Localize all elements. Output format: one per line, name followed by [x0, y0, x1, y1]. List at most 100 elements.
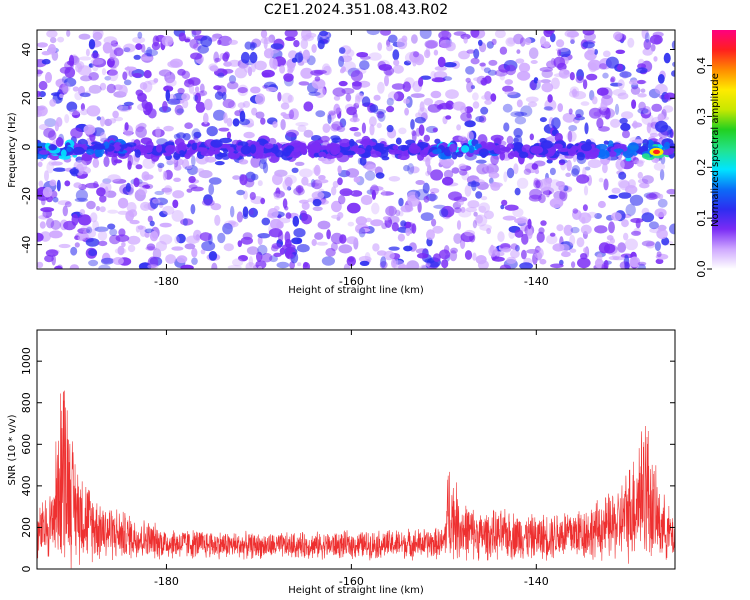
heatmap-cell — [191, 186, 204, 192]
heatmap-cell — [538, 227, 545, 235]
heatmap-cell — [218, 35, 233, 47]
heatmap-ridge-cell — [521, 144, 532, 154]
heatmap-cell — [303, 101, 314, 112]
heatmap-cell — [300, 38, 309, 50]
heatmap-cell — [556, 39, 565, 48]
heatmap-cell — [629, 194, 644, 206]
heatmap-cell — [174, 104, 184, 116]
heatmap-cell — [487, 69, 497, 76]
heatmap-cell — [566, 130, 577, 142]
heatmap-cell — [287, 186, 292, 191]
heatmap-cell — [530, 60, 538, 64]
heatmap-cell — [473, 77, 483, 82]
heatmap-cell — [177, 87, 185, 95]
heatmap-cell — [194, 92, 201, 104]
heatmap-ridge-cell — [409, 145, 421, 154]
heatmap-cell — [533, 77, 539, 84]
heatmap-cell — [619, 261, 631, 269]
heatmap-cell — [282, 179, 292, 191]
heatmap-cell — [349, 117, 360, 123]
heatmap-cell — [46, 30, 58, 38]
heatmap-cell — [539, 258, 547, 265]
heatmap-cell — [48, 230, 63, 239]
heatmap-cell — [330, 135, 341, 141]
heatmap-cell — [163, 125, 174, 132]
heatmap-cell — [364, 252, 371, 262]
heatmap-cell — [620, 123, 631, 132]
heatmap-cell — [529, 188, 542, 200]
heatmap-cell — [222, 68, 234, 74]
heatmap-cell — [132, 73, 142, 78]
heatmap-cell — [514, 229, 524, 238]
heatmap-cell — [188, 176, 196, 183]
heatmap-cell — [582, 79, 588, 90]
heatmap-cell — [279, 65, 286, 74]
heatmap-cell — [57, 200, 71, 206]
heatmap-cell — [557, 103, 563, 113]
heatmap-cell — [283, 73, 294, 82]
heatmap-cell — [101, 257, 114, 265]
heatmap-ridge-cell — [210, 139, 223, 148]
heatmap-cell — [159, 222, 172, 228]
heatmap-cell — [54, 265, 63, 269]
heatmap-cell — [472, 92, 479, 101]
heatmap-cell — [449, 250, 458, 262]
heatmap-cell — [393, 91, 405, 102]
heatmap-cell — [369, 116, 377, 127]
snr-y-tick-label: 400 — [20, 475, 33, 496]
heatmap-cell — [398, 127, 407, 135]
heatmap-ridge-cell — [275, 150, 285, 158]
heatmap-cell — [303, 261, 309, 268]
heatmap-x-axis-label: Height of straight line (km) — [288, 285, 424, 296]
heatmap-cell — [263, 37, 268, 50]
heatmap-cell — [654, 241, 662, 252]
heatmap-cell — [456, 220, 462, 230]
heatmap-cell — [291, 167, 299, 173]
heatmap-cell — [133, 177, 140, 188]
heatmap-cell — [371, 189, 376, 200]
heatmap-cell — [513, 163, 519, 175]
heatmap-cell — [56, 264, 63, 269]
heatmap-cell — [261, 217, 271, 226]
heatmap-cell — [45, 71, 52, 84]
heatmap-cell — [569, 234, 576, 246]
heatmap-cell — [319, 30, 329, 37]
heatmap-cell — [176, 233, 186, 244]
heatmap-cell — [602, 163, 608, 174]
heatmap-cell — [643, 39, 652, 50]
heatmap-cell — [78, 56, 92, 61]
heatmap-cell — [162, 205, 175, 215]
heatmap-cell — [386, 124, 394, 133]
heatmap-cell — [351, 81, 362, 87]
heatmap-cell — [475, 116, 485, 123]
heatmap-cell — [627, 37, 635, 48]
heatmap-ridge-cell — [625, 157, 632, 162]
heatmap-cell — [69, 264, 80, 269]
heatmap-cell — [454, 207, 462, 214]
heatmap-cell — [64, 180, 71, 187]
heatmap-cell — [338, 55, 345, 68]
heatmap-cell — [226, 117, 233, 127]
heatmap-cell — [445, 115, 452, 120]
heatmap-cell — [386, 105, 395, 113]
heatmap-cell — [618, 192, 632, 199]
heatmap-cell — [287, 68, 294, 74]
heatmap-ridge-cell — [395, 149, 403, 155]
heatmap-cell — [597, 200, 606, 209]
heatmap-cell — [407, 163, 415, 175]
heatmap-cell — [359, 156, 367, 166]
heatmap-cell — [400, 205, 414, 213]
heatmap-cell — [483, 163, 496, 174]
heatmap-cell — [632, 159, 645, 164]
heatmap-cell — [611, 187, 621, 194]
heatmap-cell — [143, 174, 154, 180]
heatmap-cell — [118, 228, 126, 237]
heatmap-cell — [257, 265, 263, 269]
heatmap-cell — [433, 49, 439, 56]
heatmap-cell — [223, 61, 233, 67]
heatmap-cell — [594, 225, 608, 234]
heatmap-cell — [162, 100, 168, 112]
heatmap-cell — [598, 177, 604, 183]
heatmap-cell — [577, 257, 591, 269]
heatmap-cell — [127, 104, 132, 110]
